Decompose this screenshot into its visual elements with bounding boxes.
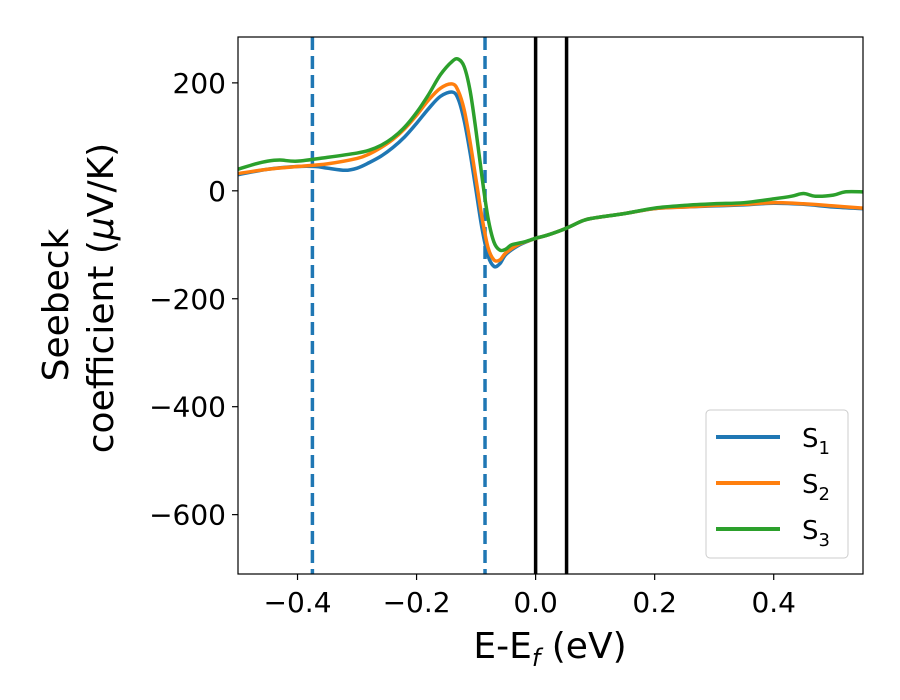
x-axis-label: E-Ef (eV) xyxy=(473,626,626,672)
legend-label-s3: S3 xyxy=(802,516,830,551)
x-tick-label: 0.4 xyxy=(751,586,796,619)
legend-label-s2: S2 xyxy=(802,470,830,505)
y-axis-label-line2: coefficient (μV/K) xyxy=(81,143,122,453)
y-axis-label-line1: Seebeck xyxy=(36,228,77,381)
x-axis: −0.4 −0.2 0.0 0.2 0.4 xyxy=(264,574,796,619)
y-tick-label: −600 xyxy=(149,499,226,532)
y-tick-label: −400 xyxy=(149,391,226,424)
series-lines xyxy=(238,56,863,269)
reference-lines xyxy=(310,37,569,574)
y-axis: 200 0 −200 −400 −600 xyxy=(149,67,238,532)
y-tick-label: −200 xyxy=(149,283,226,316)
legend: S1 S2 S3 xyxy=(705,409,849,559)
series-line-s1 xyxy=(238,90,863,269)
x-tick-label: 0.0 xyxy=(513,586,558,619)
x-tick-label: −0.4 xyxy=(264,586,332,619)
y-axis-label: Seebeck coefficient (μV/K) xyxy=(36,143,122,453)
plot-frame xyxy=(237,36,864,575)
y-tick-label: 200 xyxy=(173,67,226,100)
x-tick-label: −0.2 xyxy=(383,586,451,619)
x-tick-label: 0.2 xyxy=(632,586,677,619)
series-line-s3 xyxy=(238,56,863,253)
legend-label-s1: S1 xyxy=(802,424,830,459)
y-tick-label: 0 xyxy=(208,175,226,208)
